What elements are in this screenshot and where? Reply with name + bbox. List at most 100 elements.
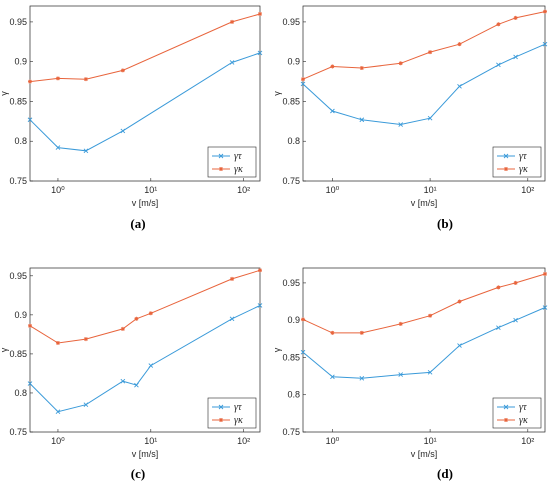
data-point-gamma-tau — [330, 374, 335, 380]
data-point-gamma-tau — [427, 115, 433, 121]
x-tick-label: 10⁰ — [51, 185, 65, 195]
y-tick-label: 0.9 — [14, 310, 27, 320]
y-axis-label: γ — [0, 91, 9, 96]
y-tick-label: 0.8 — [14, 136, 27, 146]
legend-box — [207, 146, 257, 178]
legend-box — [492, 146, 542, 178]
data-point-gamma-tau — [513, 317, 518, 323]
data-point-gamma-kappa — [230, 276, 235, 281]
chart-panel-b: 10⁰ 10¹ 10² 0.75 0.8 0.85 0.9 0.95 v [m/s] γ γτ γκ … — [272, 0, 550, 248]
chart-caption-d: (d) — [437, 466, 453, 481]
x-tick-label: 10⁰ — [326, 436, 340, 446]
y-axis-label: γ — [272, 91, 282, 96]
chart-caption-b: (b) — [437, 216, 453, 231]
data-point-gamma-tau — [359, 376, 365, 381]
chart-svg-c: 10⁰ 10¹ 10² 0.75 0.8 0.85 0.9 0.95 v [m/s] γ γτ γκ — [0, 267, 263, 459]
data-point-gamma-kappa — [120, 326, 125, 331]
x-tick-label: 10⁰ — [51, 436, 65, 446]
x-tick-label: 10² — [521, 436, 534, 446]
data-point-gamma-kappa — [301, 317, 305, 322]
legend-label: γκ — [234, 415, 243, 426]
y-tick-label: 0.75 — [282, 427, 300, 437]
data-point-gamma-tau — [229, 60, 235, 65]
y-tick-label: 0.8 — [287, 136, 300, 146]
data-point-gamma-kappa — [543, 271, 547, 276]
data-point-gamma-kappa — [428, 313, 433, 318]
data-point-gamma-kappa — [83, 77, 88, 82]
legend-label: γτ — [234, 402, 242, 413]
x-tick-label: 10² — [237, 185, 250, 195]
legend-box — [492, 397, 542, 429]
data-point-gamma-kappa — [543, 9, 547, 14]
y-tick-label: 0.8 — [14, 388, 27, 398]
chart-svg-a: 10⁰ 10¹ 10² 0.75 0.8 0.85 0.9 0.95 v [m/s] γ γτ γκ — [0, 5, 263, 208]
data-point-gamma-kappa — [330, 330, 335, 335]
chart-caption-a: (a) — [130, 216, 146, 231]
data-point-gamma-tau — [427, 370, 433, 375]
chart-caption-c: (c) — [130, 466, 146, 481]
series-line-gamma-kappa — [29, 269, 261, 344]
x-tick-label: 10² — [237, 436, 250, 446]
legend-label: γκ — [519, 415, 528, 426]
data-point-gamma-kappa — [83, 337, 88, 342]
data-point-gamma-tau — [55, 145, 61, 150]
data-point-gamma-tau — [229, 316, 235, 322]
y-tick-label: 0.85 — [9, 349, 27, 359]
data-point-gamma-tau — [120, 128, 126, 134]
legend-swatch-marker — [504, 418, 508, 422]
data-point-gamma-tau — [496, 325, 501, 330]
data-point-gamma-kappa — [496, 22, 501, 27]
data-point-gamma-kappa — [134, 316, 139, 321]
data-point-gamma-kappa — [496, 285, 501, 290]
data-point-gamma-kappa — [457, 42, 462, 47]
data-point-gamma-kappa — [398, 321, 403, 326]
data-point-gamma-tau — [148, 363, 154, 368]
y-tick-label: 0.95 — [9, 17, 27, 27]
x-axis-label: v [m/s] — [132, 449, 159, 459]
x-tick-label: 10¹ — [144, 185, 157, 195]
data-point-gamma-kappa — [230, 19, 235, 24]
legend-swatch-marker — [503, 404, 509, 410]
y-axis-label: γ — [272, 347, 282, 352]
data-point-gamma-tau — [300, 349, 306, 355]
y-tick-label: 0.85 — [282, 96, 300, 106]
chart-panel-d: 10⁰ 10¹ 10² 0.75 0.8 0.85 0.9 0.95 v [m/s] γ γτ γκ … — [272, 248, 550, 496]
data-point-gamma-tau — [27, 117, 33, 123]
legend-swatch-marker — [218, 404, 224, 410]
data-point-gamma-kappa — [28, 79, 32, 84]
data-point-gamma-tau — [542, 41, 548, 47]
data-point-gamma-kappa — [513, 280, 518, 285]
x-tick-label: 10¹ — [144, 436, 157, 446]
data-point-gamma-tau — [134, 382, 139, 388]
data-point-gamma-tau — [457, 343, 462, 348]
y-tick-label: 0.9 — [287, 315, 300, 325]
data-point-gamma-tau — [398, 372, 404, 377]
x-axis-label: v [m/s] — [132, 198, 159, 208]
data-point-gamma-kappa — [55, 340, 60, 345]
data-point-gamma-tau — [359, 117, 365, 123]
y-axis-label: γ — [0, 347, 9, 352]
data-point-gamma-tau — [300, 81, 306, 87]
legend-swatch-marker — [219, 418, 223, 422]
x-tick-label: 10⁰ — [326, 185, 340, 195]
data-point-gamma-kappa — [359, 330, 364, 335]
y-tick-label: 0.9 — [287, 57, 300, 67]
data-point-gamma-tau — [257, 303, 263, 308]
y-tick-label: 0.75 — [9, 176, 27, 186]
data-point-gamma-tau — [542, 305, 548, 310]
data-point-gamma-kappa — [120, 68, 125, 73]
data-point-gamma-kappa — [301, 77, 305, 82]
data-point-gamma-kappa — [428, 50, 433, 55]
x-tick-label: 10¹ — [424, 185, 437, 195]
data-point-gamma-tau — [513, 54, 518, 60]
chart-panel-a: 10⁰ 10¹ 10² 0.75 0.8 0.85 0.9 0.95 v [m/s] γ γτ γκ … — [0, 0, 275, 248]
data-point-gamma-tau — [457, 84, 462, 89]
series-line-gamma-tau — [29, 52, 261, 152]
data-point-gamma-kappa — [359, 66, 364, 71]
data-point-gamma-kappa — [148, 311, 153, 316]
series-line-gamma-kappa — [29, 13, 261, 83]
chart-svg-d: 10⁰ 10¹ 10² 0.75 0.8 0.85 0.9 0.95 v [m/s] γ γτ γκ — [272, 267, 548, 459]
legend-swatch-marker — [504, 167, 508, 171]
data-point-gamma-kappa — [398, 61, 403, 66]
x-axis-label: v [m/s] — [411, 198, 438, 208]
